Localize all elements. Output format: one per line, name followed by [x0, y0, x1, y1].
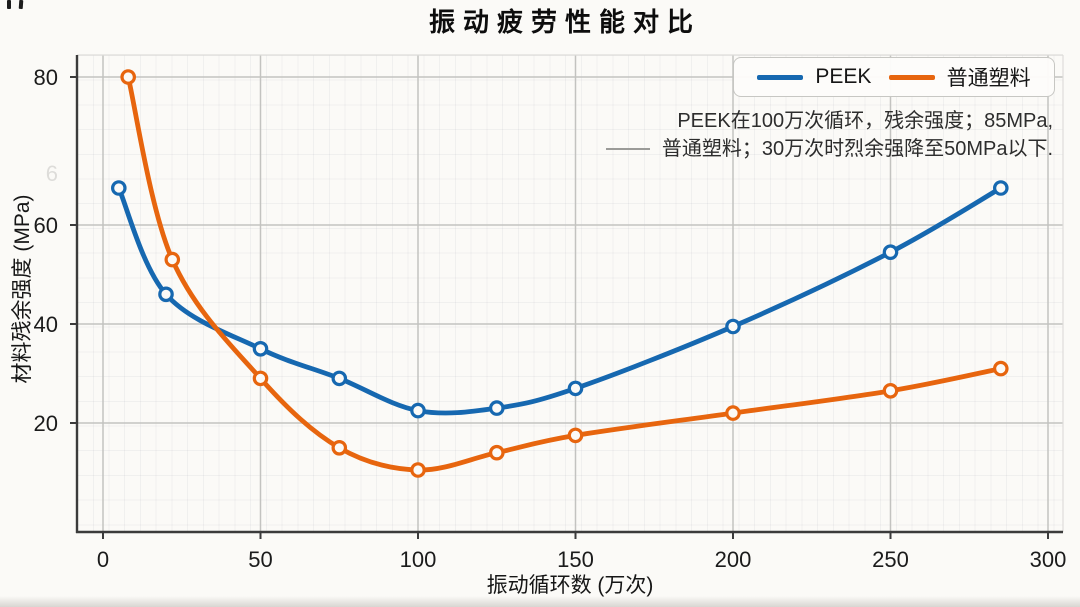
data-point-plastic — [120, 69, 136, 85]
y-axis-label: 材料残余强度 (MPa) — [11, 194, 34, 384]
x-tick-label: 50 — [248, 547, 272, 572]
crop-artifact-mark — [7, 0, 11, 9]
data-point-peek — [725, 318, 741, 335]
x-axis-label: 振动循环数 (万次) — [486, 574, 654, 597]
data-point-peek — [158, 286, 174, 303]
data-point-plastic — [331, 439, 348, 456]
legend-item-plastic: 普通塑料 — [888, 62, 1031, 92]
y-tick-label: 60 — [34, 213, 58, 238]
series-line-peek — [116, 185, 1004, 416]
data-point-peek — [111, 180, 127, 196]
x-tick-label: 300 — [1030, 547, 1067, 572]
data-point-plastic — [567, 427, 584, 444]
x-tick-label: 0 — [97, 547, 109, 572]
y-tick-label: 40 — [34, 312, 58, 337]
legend: PEEK 普通塑料 — [733, 57, 1055, 97]
y-tick-label: 20 — [34, 411, 58, 436]
legend-item-peek: PEEK — [757, 65, 871, 89]
x-tick-label: 100 — [400, 547, 437, 572]
minor-grid — [77, 55, 1063, 532]
data-point-plastic — [882, 382, 899, 399]
bottom-edge-shade — [0, 596, 1080, 607]
data-point-peek — [882, 244, 899, 260]
x-tick-label: 250 — [872, 547, 909, 572]
x-tick-label: 150 — [557, 547, 594, 572]
crop-artifact-mark — [18, 0, 24, 10]
data-point-plastic — [488, 444, 505, 461]
data-point-peek — [331, 370, 348, 387]
data-point-plastic — [252, 370, 269, 387]
annotation-line-2: 普通塑料；30万次时烈余强降至50MPa以下. — [605, 135, 1053, 163]
ghost-tick-label: 6 — [46, 161, 58, 186]
data-point-plastic — [725, 405, 741, 421]
data-point-plastic — [164, 251, 181, 268]
chart-title: 振动疲劳性能对比 — [428, 7, 701, 37]
legend-label-plastic: 普通塑料 — [946, 67, 1031, 90]
data-point-peek — [488, 400, 505, 416]
data-point-plastic — [410, 462, 426, 478]
legend-label-peek: PEEK — [815, 65, 872, 88]
y-tick-label: 80 — [34, 65, 58, 90]
data-point-peek — [992, 180, 1009, 196]
annotation-line-2-text: 普通塑料；30万次时烈余强降至50MPa以下. — [661, 138, 1053, 160]
data-point-peek — [410, 402, 426, 419]
x-tick-label: 200 — [715, 547, 752, 572]
legend-swatch-plastic — [888, 74, 935, 80]
annotation-line-1: PEEK在100万次循环，残余强度；85MPa, — [677, 110, 1053, 132]
data-point-plastic — [992, 360, 1009, 377]
annotation-dash-line — [605, 148, 650, 150]
data-point-peek — [567, 380, 584, 397]
annotation: PEEK在100万次循环，残余强度；85MPa, 普通塑料；30万次时烈余强降至… — [605, 107, 1053, 163]
legend-swatch-peek — [757, 74, 804, 80]
data-point-peek — [252, 340, 269, 357]
series-line-plastic — [125, 74, 1004, 473]
